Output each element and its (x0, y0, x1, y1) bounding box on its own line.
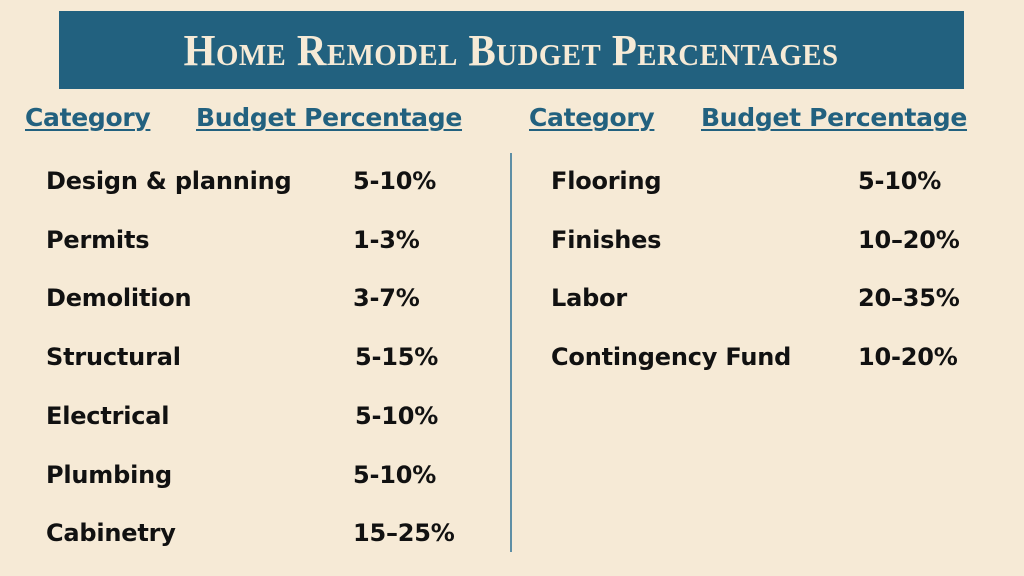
page-title: Home Remodel Budget Percentages (184, 25, 839, 75)
column-divider (510, 153, 512, 552)
row-percentage: 10-20% (858, 343, 958, 371)
row-category: Plumbing (46, 461, 172, 489)
row-percentage: 15–25% (353, 519, 455, 547)
left-header-percentage: Budget Percentage (196, 103, 463, 132)
row-percentage: 20–35% (858, 284, 960, 312)
row-percentage: 5-10% (355, 402, 439, 430)
row-category: Structural (46, 343, 181, 371)
title-banner: Home Remodel Budget Percentages (59, 11, 964, 89)
right-header-percentage: Budget Percentage (701, 103, 968, 132)
row-category: Permits (46, 226, 150, 254)
row-percentage: 5-10% (858, 167, 942, 195)
row-percentage: 3-7% (353, 284, 420, 312)
left-header-category: Category (25, 103, 151, 132)
row-percentage: 5-10% (353, 167, 437, 195)
row-category: Electrical (46, 402, 170, 430)
row-category: Cabinetry (46, 519, 176, 547)
right-header-category: Category (529, 103, 655, 132)
row-category: Demolition (46, 284, 192, 312)
row-category: Design & planning (46, 167, 292, 195)
row-percentage: 1-3% (353, 226, 420, 254)
row-category: Contingency Fund (551, 343, 792, 371)
row-category: Flooring (551, 167, 662, 195)
row-category: Finishes (551, 226, 662, 254)
row-percentage: 10–20% (858, 226, 960, 254)
row-category: Labor (551, 284, 627, 312)
row-percentage: 5-15% (355, 343, 439, 371)
row-percentage: 5-10% (353, 461, 437, 489)
